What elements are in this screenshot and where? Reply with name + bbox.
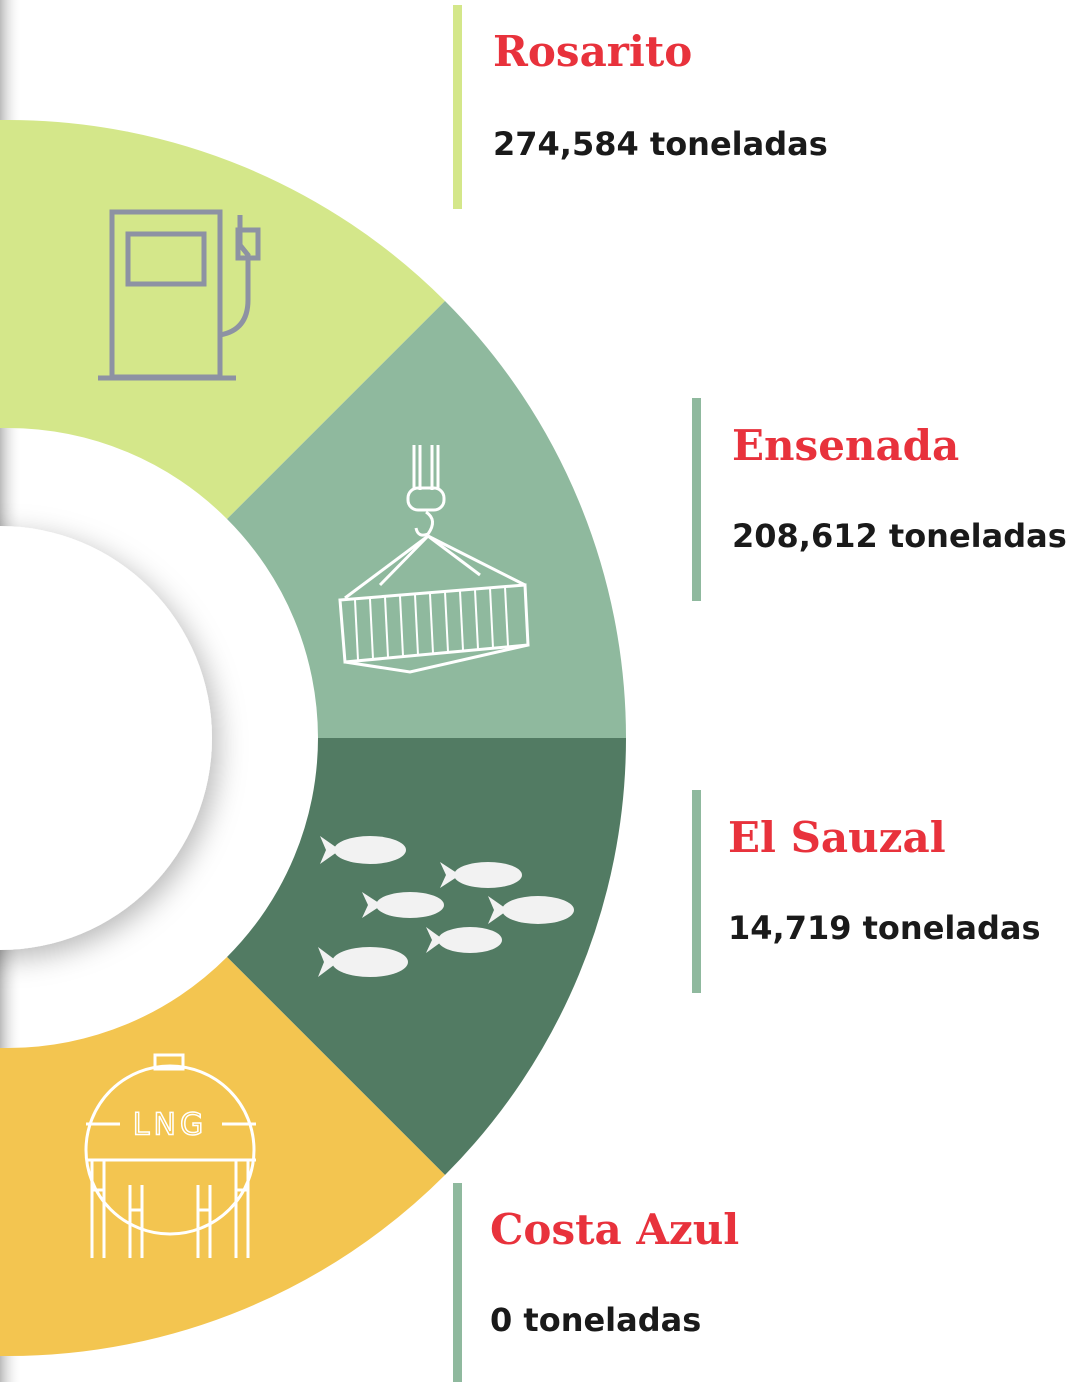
label-bar [453,5,462,209]
port-name: Costa Azul [490,1205,739,1254]
port-name: El Sauzal [728,813,946,862]
container-icon [338,445,530,674]
lng-icon: LNG [84,1053,256,1258]
port-name: Ensenada [732,421,959,470]
label-bar [453,1183,462,1382]
label-bar [692,790,701,993]
fuel-icon [98,209,261,381]
port-value: 0 toneladas [490,1301,701,1339]
ring [0,120,626,1356]
lng-label: LNG [133,1108,207,1143]
port-value: 14,719 toneladas [728,909,1041,947]
fish-icon [318,836,574,977]
port-name: Rosarito [493,27,692,76]
port-value: 208,612 toneladas [732,517,1067,555]
center-circle [0,526,212,950]
label-bar [692,398,701,601]
labels: Rosarito 274,584 toneladas Ensenada 208,… [453,5,1067,1382]
port-value: 274,584 toneladas [493,125,828,163]
segment-costa-azul [0,957,445,1356]
